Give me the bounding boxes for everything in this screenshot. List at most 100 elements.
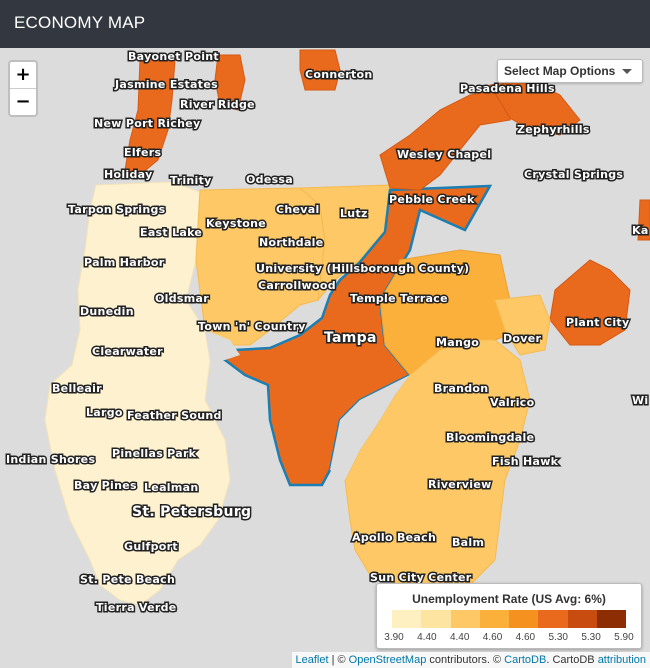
legend-label: 4.40 [449, 632, 470, 643]
legend-swatch [392, 610, 422, 628]
place-label: University (Hillsborough County) [256, 262, 469, 275]
place-label: Lealman [144, 481, 198, 494]
place-label: Wesley Chapel [397, 148, 491, 161]
map-legend: Unemployment Rate (US Avg: 6%) 3.90 4.40 4… [376, 583, 642, 649]
place-label: Tampa [324, 330, 377, 346]
place-label: Riverview [428, 478, 492, 491]
place-label: Carrollwood [258, 279, 336, 292]
legend-label: 5.30 [548, 632, 568, 643]
place-label: Odessa [246, 173, 293, 186]
page-title: ECONOMY MAP [14, 13, 146, 32]
place-label: Ka [632, 224, 649, 237]
place-label: Tierra Verde [96, 601, 177, 614]
place-label: Lutz [340, 207, 368, 220]
place-label: Balm [452, 536, 484, 549]
place-label: St. Petersburg [132, 504, 251, 520]
region-elfers[interactable] [124, 59, 176, 176]
legend-swatch [596, 610, 626, 628]
place-label: Palm Harbor [84, 256, 165, 269]
place-labels: Bayonet Point Jasmine Estates River Ridg… [5, 49, 650, 616]
place-label: East Lake [140, 226, 202, 239]
place-label: Sun City Center [370, 571, 472, 584]
legend-swatch [450, 610, 480, 628]
legend-swatches [392, 610, 626, 628]
place-label: Mango [436, 336, 479, 349]
cartodb-link[interactable]: CartoDB [504, 654, 547, 666]
place-label: Pinellas Park [112, 447, 197, 460]
osm-link[interactable]: OpenStreetMap [348, 654, 427, 666]
place-label: Belleair [52, 382, 102, 395]
legend-swatch [421, 610, 451, 628]
place-label: Valrico [490, 396, 535, 409]
attribution-text: . CartoDB [546, 654, 598, 666]
region-plant-city[interactable] [549, 259, 631, 346]
place-label: Feather Sound [127, 409, 222, 422]
place-label: Cheval [276, 203, 320, 216]
legend-labels: 3.90 4.40 4.40 4.60 4.60 5.30 5.30 5.90 [379, 632, 639, 643]
place-label: Fish Hawk [492, 455, 559, 468]
place-label: Temple Terrace [350, 292, 448, 305]
place-label: Jasmine Estates [114, 78, 218, 91]
place-label: Indian Shores [6, 453, 95, 466]
place-label: Connerton [305, 68, 373, 81]
place-label: Apollo Beach [352, 531, 436, 544]
region-connerton[interactable] [299, 49, 341, 91]
place-label: Holiday [104, 168, 153, 181]
place-label: Dunedin [80, 305, 134, 318]
place-label: Oldsmar [155, 292, 209, 305]
attribution-text: | © [328, 654, 349, 666]
app-header: ECONOMY MAP [0, 0, 650, 48]
region-east-edge[interactable] [637, 199, 650, 241]
place-label: Crystal Springs [524, 168, 623, 181]
place-label: Keystone [206, 217, 266, 230]
legend-label: 5.30 [581, 632, 601, 643]
place-label: New Port Richey [94, 117, 201, 130]
legend-title: Unemployment Rate (US Avg: 6%) [412, 592, 606, 606]
zoom-control: + − [8, 60, 38, 117]
place-label: Clearwater [92, 345, 163, 358]
place-label: Brandon [434, 382, 488, 395]
zoom-in-button[interactable]: + [10, 62, 36, 89]
legend-label: 3.90 [384, 632, 404, 643]
place-label: Plant City [566, 316, 629, 329]
place-label: Wi [632, 394, 649, 407]
legend-swatch [538, 610, 568, 628]
place-label: Northdale [259, 236, 324, 249]
map-options-dropdown[interactable]: Select Map Options [497, 59, 643, 83]
legend-swatch [479, 610, 509, 628]
region-tampa[interactable] [223, 184, 493, 487]
place-label: Bloomingdale [446, 431, 534, 444]
attribution-link[interactable]: attribution [597, 654, 646, 666]
place-label: Bay Pines [74, 479, 137, 492]
place-label: Zephyrhills [517, 123, 590, 136]
region-dover[interactable] [494, 294, 551, 356]
place-label: Dover [503, 332, 542, 345]
place-label: River Ridge [180, 98, 255, 111]
legend-swatch [509, 610, 539, 628]
place-label: St. Pete Beach [80, 573, 175, 586]
place-label: Tarpon Springs [68, 203, 166, 216]
region-river-ridge[interactable] [214, 54, 246, 111]
legend-label: 4.60 [482, 632, 503, 643]
place-label: Gulfport [124, 540, 178, 553]
hillsborough-bay [330, 375, 410, 480]
map-options-label: Select Map Options [504, 64, 616, 78]
old-tampa-bay [205, 330, 240, 360]
map-canvas[interactable]: Bayonet Point Jasmine Estates River Ridg… [0, 48, 650, 668]
place-label: Bayonet Point [128, 50, 219, 63]
legend-swatch [567, 610, 597, 628]
place-label: Trinity [170, 174, 212, 187]
place-label: Pasadena Hills [460, 82, 555, 95]
leaflet-link[interactable]: Leaflet [295, 654, 329, 666]
region-wesley-chapel[interactable] [379, 89, 521, 191]
place-label: Elfers [124, 146, 161, 159]
region-pinellas[interactable] [44, 181, 231, 606]
legend-label: 4.40 [417, 632, 437, 643]
place-label: Largo [86, 406, 123, 419]
place-label: Town 'n' Country [198, 320, 306, 333]
legend-label: 5.90 [614, 632, 634, 643]
zoom-out-button[interactable]: − [15, 91, 31, 112]
attribution-text: contributors. © [426, 654, 505, 666]
legend-label: 4.60 [515, 632, 536, 643]
place-label: Pebble Creek [389, 193, 475, 206]
